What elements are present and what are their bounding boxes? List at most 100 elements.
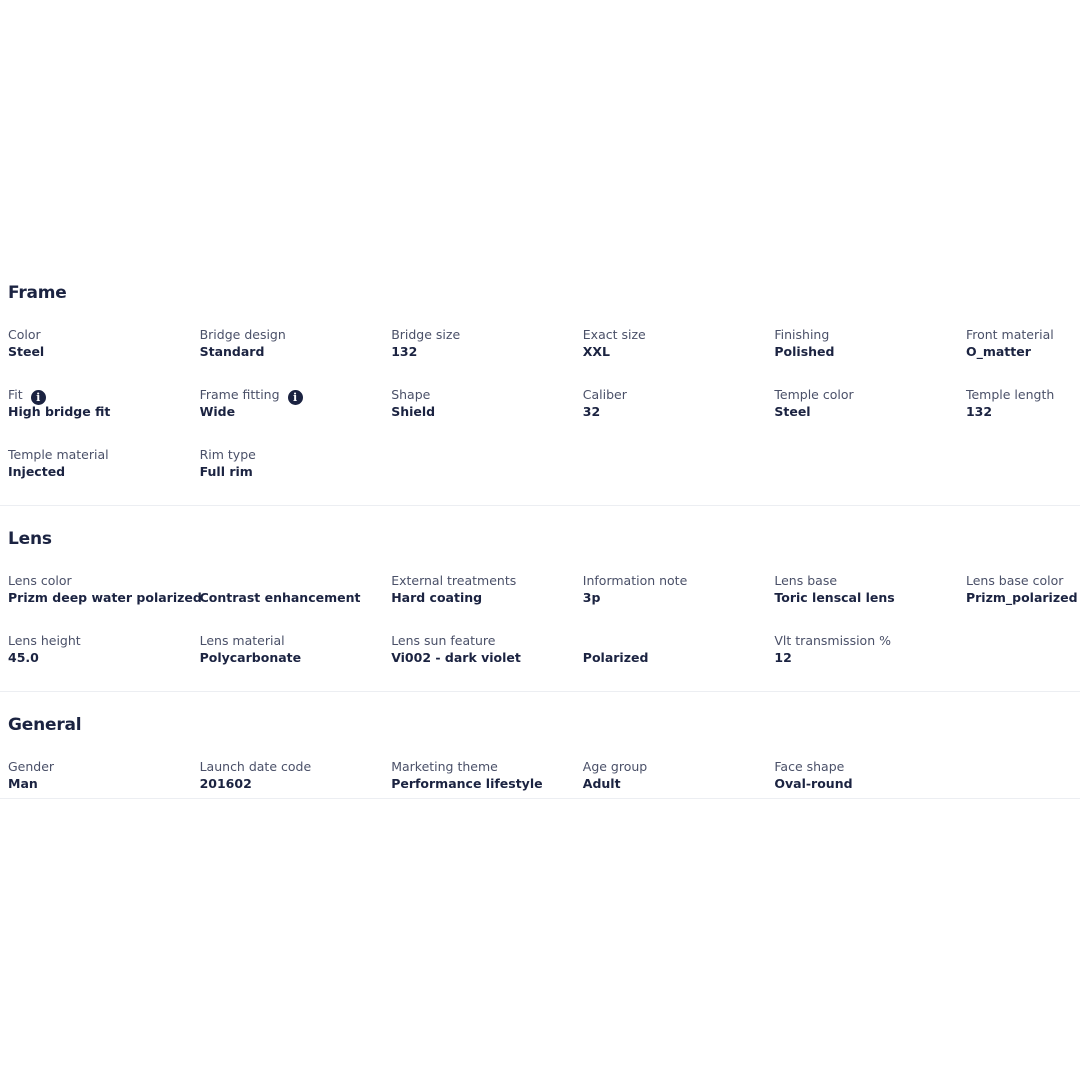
spec-label: External treatments [391, 573, 517, 588]
spec-label-row: Front material [966, 327, 1080, 343]
spec-label-row: Shape [391, 387, 583, 403]
spec-label-row: Lens sun feature [391, 633, 583, 649]
spec-label: Front material [965, 327, 1054, 342]
spec-label: Caliber [582, 387, 627, 402]
spec-value: High bridge fit [8, 404, 111, 419]
section-title: General [8, 715, 82, 735]
spec-value: 201602 [199, 776, 252, 791]
spec-label-row: Lens height [8, 633, 200, 649]
spec-label-row: Information note [583, 573, 775, 589]
spec-item: Polarized [583, 633, 775, 666]
spec-value: Contrast enhancement [199, 590, 361, 605]
spec-label-row: Temple color [774, 387, 966, 403]
spec-value: Polished [774, 344, 835, 359]
spec-label: Exact size [582, 327, 646, 342]
spec-item: Rim type Full rim [200, 447, 392, 480]
spec-item: Shape Shield [391, 387, 583, 420]
spec-item: Lens height 45.0 [8, 633, 200, 666]
spec-value: Full rim [199, 464, 253, 479]
spec-value: 132 [965, 404, 993, 419]
spec-item: Front material O_matter [966, 327, 1080, 360]
spec-value: Adult [582, 776, 621, 791]
spec-value: O_matter [965, 344, 1031, 359]
spec-label-row: Vlt transmission % [774, 633, 966, 649]
specifications: Frame Color Steel Bridge design Standard Brid… [0, 280, 1080, 798]
spec-value: Oval-round [774, 776, 853, 791]
spec-label-row: Lens base color [966, 573, 1080, 589]
spec-label-row: Marketing theme [391, 759, 583, 775]
section-title: Frame [8, 283, 67, 303]
spec-label-row: Face shape [774, 759, 966, 775]
spec-label-row: Lens material [200, 633, 392, 649]
spec-label: Information note [582, 573, 688, 588]
spec-label: Shape [391, 387, 431, 402]
spec-item: Marketing theme Performance lifestyle [391, 759, 583, 792]
spec-label-row: External treatments [391, 573, 583, 589]
spec-value: Hard coating [391, 590, 483, 605]
spec-item: Caliber 32 [583, 387, 775, 420]
spec-value: Steel [774, 404, 811, 419]
spec-item: Temple color Steel [774, 387, 966, 420]
spec-label: Color [8, 327, 41, 342]
spec-value: Wide [199, 404, 236, 419]
spec-label: Lens base color [965, 573, 1064, 588]
spec-label: Temple material [8, 447, 109, 462]
spec-label: Vlt transmission % [774, 633, 891, 648]
spec-label-row: Age group [583, 759, 775, 775]
spec-label-row: Temple length [966, 387, 1080, 403]
spec-item: Lens base Toric lenscal lens [774, 573, 966, 606]
spec-label: Fit [8, 387, 23, 402]
spec-item: Lens base color Prizm_polarized [966, 573, 1080, 606]
spec-item: Temple length 132 [966, 387, 1080, 420]
spec-label-row: Finishing [774, 327, 966, 343]
spec-value: Prizm_polarized [965, 590, 1078, 605]
spec-label-row [200, 573, 392, 589]
spec-label: Bridge design [199, 327, 286, 342]
spec-label: Bridge size [391, 327, 461, 342]
spec-item: Face shape Oval-round [774, 759, 966, 792]
spec-label: Lens material [199, 633, 285, 648]
spec-value: Vi002 - dark violet [391, 650, 521, 665]
spec-item: Lens material Polycarbonate [200, 633, 392, 666]
spec-item: Contrast enhancement [200, 573, 392, 606]
spec-item: Color Steel [8, 327, 200, 360]
info-icon[interactable]: i [287, 390, 303, 405]
spec-item: Bridge design Standard [200, 327, 392, 360]
spec-value: XXL [582, 344, 611, 359]
spec-value: Toric lenscal lens [774, 590, 895, 605]
spec-value: Man [8, 776, 38, 791]
spec-label: Lens color [8, 573, 72, 588]
spec-label-row: Fit i [8, 387, 200, 405]
spec-item: Finishing Polished [774, 327, 966, 360]
spec-value: Polarized [582, 650, 649, 665]
spec-label-row: Gender [8, 759, 200, 775]
spec-value: 132 [391, 344, 418, 359]
spec-label: Temple length [965, 387, 1055, 402]
spec-item: External treatments Hard coating [391, 573, 583, 606]
spec-label-row: Caliber [583, 387, 775, 403]
spec-value: Prizm deep water polarized [8, 590, 202, 605]
spec-label-row: Bridge design [200, 327, 392, 343]
spec-label: Frame fitting [199, 387, 280, 402]
spec-label: Finishing [774, 327, 830, 342]
spec-item: Temple material Injected [8, 447, 200, 480]
spec-label-row: Frame fitting i [199, 387, 392, 405]
info-icon[interactable]: i [30, 390, 46, 405]
spec-label-row: Temple material [8, 447, 200, 463]
spec-label: Marketing theme [391, 759, 498, 774]
spec-value: Shield [391, 404, 436, 419]
spec-item: Lens sun feature Vi002 - dark violet [391, 633, 583, 666]
spec-label: Lens sun feature [391, 633, 496, 648]
spec-item: Vlt transmission % 12 [774, 633, 966, 666]
section-title: Lens [8, 529, 52, 549]
spec-item: Launch date code 201602 [200, 759, 392, 792]
spec-label-row: Lens color [8, 573, 200, 589]
spec-section: General Gender Man Launch date code 201602 Ma… [0, 692, 1080, 792]
spec-label: Face shape [774, 759, 845, 774]
spec-label-row: Bridge size [391, 327, 583, 343]
spec-grid: Color Steel Bridge design Standard Bridge si… [8, 327, 1080, 480]
spec-label: Gender [8, 759, 55, 774]
spec-item: Information note 3p [583, 573, 775, 606]
spec-item: Exact size XXL [583, 327, 775, 360]
